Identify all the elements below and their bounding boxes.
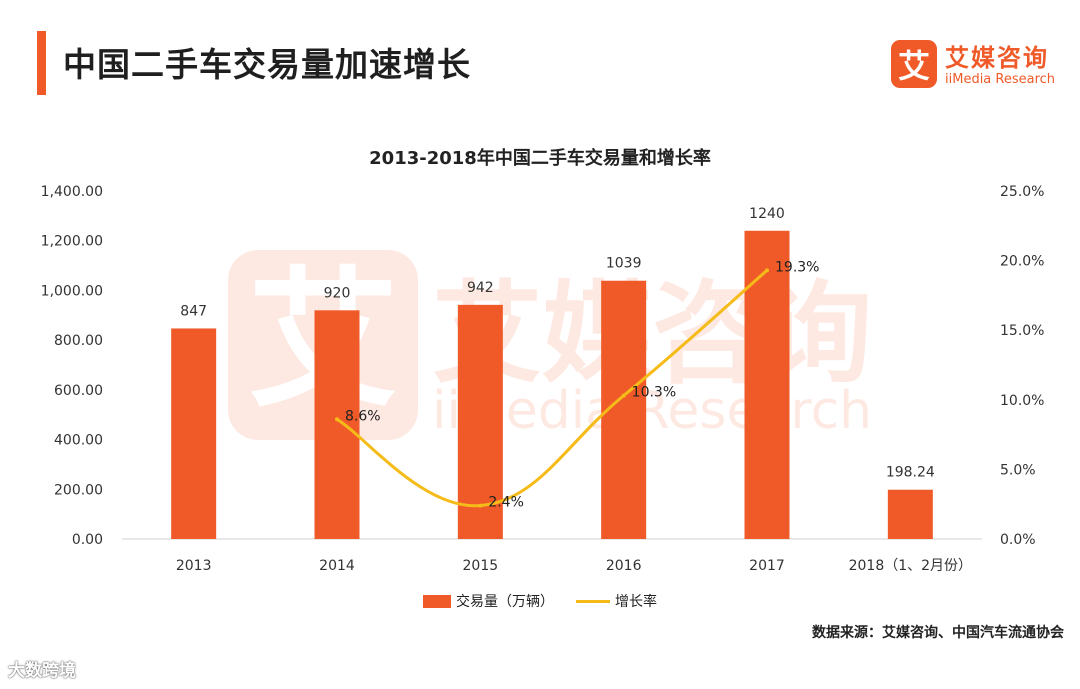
growth-rate-label: 19.3% bbox=[775, 259, 819, 275]
y2-tick-label: 5.0% bbox=[1000, 462, 1036, 478]
page-title: 中国二手车交易量加速增长 bbox=[63, 45, 471, 84]
growth-rate-label: 10.3% bbox=[632, 385, 676, 401]
growth-rate-point bbox=[621, 393, 626, 398]
bar-value-label: 1039 bbox=[606, 256, 642, 272]
x-tick-label: 2017 bbox=[749, 558, 785, 574]
y2-tick-label: 20.0% bbox=[1000, 254, 1044, 270]
y2-tick-label: 15.0% bbox=[1000, 323, 1044, 339]
legend-item-volume: 交易量（万辆） bbox=[423, 591, 554, 611]
legend-label-growth: 增长率 bbox=[615, 594, 657, 610]
bar bbox=[457, 304, 503, 539]
legend-label-volume: 交易量（万辆） bbox=[456, 594, 554, 610]
corner-brand-mark: 大数跨境 bbox=[8, 661, 76, 681]
logo-name-cn: 艾媒咨询 bbox=[945, 44, 1049, 72]
y-tick-label: 400.00 bbox=[54, 433, 103, 449]
growth-rate-label: 2.4% bbox=[488, 495, 524, 511]
y-tick-label: 600.00 bbox=[54, 383, 103, 399]
data-source: 数据来源：艾媒咨询、中国汽车流通协会 bbox=[812, 625, 1064, 641]
y-tick-label: 200.00 bbox=[54, 482, 103, 498]
growth-rate-point bbox=[765, 268, 769, 273]
growth-rate-point bbox=[335, 417, 339, 422]
growth-rate-series: 8.6% 2.4% 10.3% 19.3% bbox=[335, 259, 819, 511]
chart-title: 2013-2018年中国二手车交易量和增长率 bbox=[369, 147, 711, 169]
x-tick-label: 2014 bbox=[319, 558, 355, 574]
y-tick-label: 0.00 bbox=[72, 532, 103, 548]
y-tick-label: 1,400.00 bbox=[41, 184, 103, 200]
legend-swatch-bar bbox=[423, 594, 451, 608]
legend-swatch-line bbox=[576, 599, 610, 603]
y-tick-label: 1,000.00 bbox=[41, 283, 103, 299]
legend-item-growth: 增长率 bbox=[576, 591, 657, 611]
growth-rate-line bbox=[336, 269, 768, 508]
bar-value-label: 847 bbox=[180, 303, 207, 319]
x-tick-label: 2018（1、2月份） bbox=[849, 558, 972, 574]
watermark-name-cn: 艾媒咨询 bbox=[432, 270, 872, 398]
bar bbox=[887, 489, 933, 539]
bar-value-label: 920 bbox=[324, 285, 351, 301]
growth-rate-label: 8.6% bbox=[345, 408, 381, 424]
bar-value-label: 1240 bbox=[749, 206, 785, 222]
growth-rate-point bbox=[478, 503, 483, 508]
title-accent-bar bbox=[37, 31, 46, 95]
bar-value-label: 942 bbox=[467, 280, 494, 296]
y2-tick-label: 25.0% bbox=[1000, 184, 1044, 200]
y2-tick-label: 10.0% bbox=[1000, 393, 1044, 409]
brand-logo: 艾 艾媒咨询 iiMedia Research bbox=[891, 40, 1061, 92]
y2-tick-label: 0.0% bbox=[1000, 532, 1036, 548]
logo-mark-icon: 艾 bbox=[891, 40, 937, 88]
y-tick-label: 800.00 bbox=[54, 333, 103, 349]
axes: 1,400.00 1,200.00 1,000.00 800.00 600.00 400.… bbox=[41, 184, 1045, 574]
bar bbox=[314, 310, 360, 539]
y-tick-label: 1,200.00 bbox=[41, 234, 103, 250]
logo-name-en: iiMedia Research bbox=[945, 72, 1056, 87]
x-tick-label: 2015 bbox=[463, 558, 499, 574]
bar bbox=[171, 328, 217, 539]
x-tick-label: 2013 bbox=[176, 558, 212, 574]
bar bbox=[744, 230, 790, 539]
chart-legend: 交易量（万辆） 增长率 bbox=[0, 591, 1080, 611]
bar-value-label: 198.24 bbox=[886, 465, 935, 481]
x-tick-label: 2016 bbox=[606, 558, 642, 574]
watermark-name-en: iiMedia Research bbox=[432, 381, 872, 441]
